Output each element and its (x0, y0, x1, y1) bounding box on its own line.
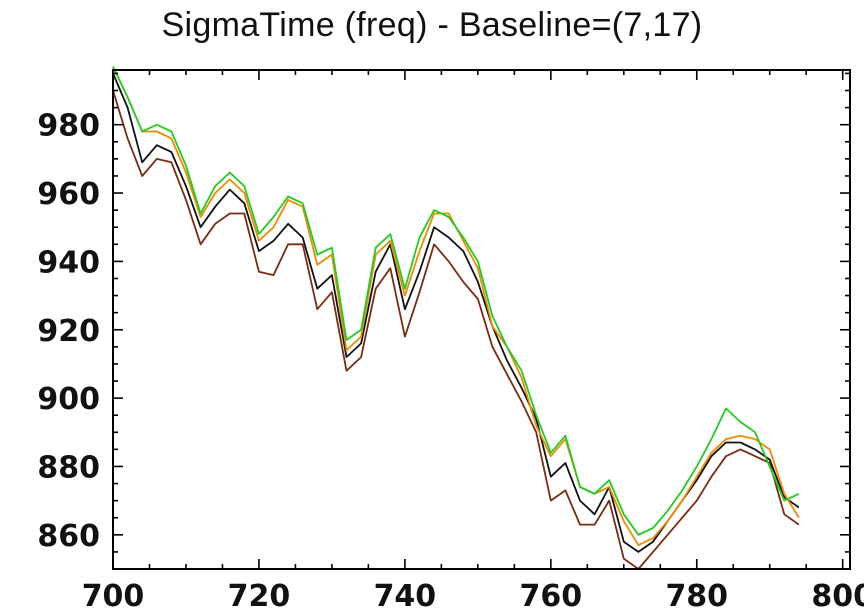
tick-label-layer: 700 720 740 760 780 800 860 880 900 920 940 960 980 (37, 109, 864, 614)
y-tick-label-900: 900 (37, 382, 100, 417)
x-tick-label-720: 720 (228, 579, 291, 614)
y-tick-label-880: 880 (37, 450, 100, 485)
chart-title: SigmaTime (freq) - Baseline=(7,17) (161, 6, 703, 44)
x-tick-label-760: 760 (520, 579, 583, 614)
x-tick-label-740: 740 (374, 579, 437, 614)
plot-frame (112, 69, 851, 570)
y-tick-label-980: 980 (37, 109, 100, 144)
x-tick-label-780: 780 (665, 579, 728, 614)
y-tick-label-860: 860 (37, 519, 100, 554)
tick-layer (112, 70, 850, 569)
series-layer (112, 66, 800, 570)
series-line-2 (112, 90, 800, 570)
series-line-3 (112, 66, 800, 546)
series-line-4 (112, 66, 800, 536)
y-tick-label-940: 940 (37, 245, 100, 280)
series-line-1 (112, 73, 800, 553)
x-tick-label-800: 800 (811, 579, 864, 614)
x-tick-label-700: 700 (82, 579, 145, 614)
y-tick-label-920: 920 (37, 314, 100, 349)
y-tick-label-960: 960 (37, 177, 100, 212)
